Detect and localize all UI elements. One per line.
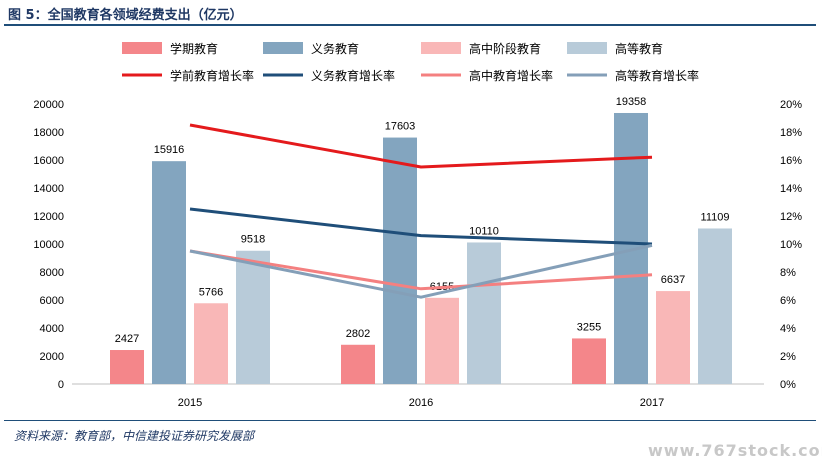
bar — [467, 242, 501, 384]
bar — [698, 228, 732, 384]
y2-tick-label: 6% — [780, 295, 796, 307]
y2-tick-label: 4% — [780, 323, 796, 335]
growth-line — [189, 123, 653, 169]
footer-rule — [4, 420, 816, 421]
y-tick-label: 10000 — [33, 239, 64, 251]
title-rule — [4, 24, 816, 26]
bar — [236, 250, 270, 384]
y2-tick-label: 20% — [780, 99, 802, 111]
y-tick-label: 20000 — [33, 99, 64, 111]
growth-line — [189, 243, 653, 299]
legend-label: 义务教育增长率 — [311, 68, 395, 83]
y-tick-label: 14000 — [33, 183, 64, 195]
y2-tick-label: 18% — [780, 127, 802, 139]
legend-label: 高等教育 — [615, 41, 663, 56]
y-tick-label: 12000 — [33, 211, 64, 223]
x-tick-label: 2017 — [640, 397, 664, 409]
bar-value-label: 3255 — [577, 321, 601, 333]
bar-value-label: 15916 — [154, 144, 185, 156]
y-tick-label: 0 — [58, 379, 64, 391]
bar-value-label: 17603 — [385, 121, 416, 133]
watermark: www.767stock.com — [648, 441, 822, 460]
bar — [341, 344, 375, 384]
legend-label: 高中教育增长率 — [469, 68, 553, 83]
bar-value-label: 19358 — [616, 96, 647, 108]
y2-tick-label: 10% — [780, 239, 802, 251]
bar — [383, 137, 417, 384]
y2-tick-label: 2% — [780, 351, 796, 363]
legend-swatch — [421, 42, 461, 54]
legend-swatch — [263, 42, 303, 54]
y-tick-label: 4000 — [40, 323, 64, 335]
growth-line — [189, 249, 653, 291]
growth-line — [189, 207, 653, 246]
y2-tick-label: 0% — [780, 379, 796, 391]
bar-value-label: 11109 — [701, 211, 730, 223]
y-tick-label: 16000 — [33, 155, 64, 167]
legend-swatch — [567, 42, 607, 54]
bar — [572, 338, 606, 384]
legend-label: 高等教育增长率 — [615, 68, 699, 83]
bar-value-label: 10110 — [469, 225, 499, 237]
legend-swatch — [122, 42, 162, 54]
y2-tick-label: 8% — [780, 267, 796, 279]
bar-value-label: 2427 — [115, 333, 139, 345]
y2-tick-label: 16% — [780, 155, 802, 167]
bar — [152, 161, 186, 384]
y-tick-label: 8000 — [40, 267, 64, 279]
legend-label: 义务教育 — [311, 41, 359, 56]
bar — [656, 291, 690, 384]
legend-label: 学期教育 — [170, 41, 218, 56]
bar-value-label: 5766 — [199, 286, 223, 298]
legend-label: 学前教育增长率 — [170, 68, 254, 83]
legend-label: 高中阶段教育 — [469, 41, 541, 56]
x-tick-label: 2016 — [409, 397, 433, 409]
x-tick-label: 2015 — [178, 397, 202, 409]
bar — [110, 350, 144, 384]
bar — [194, 303, 228, 384]
source-note: 资料来源：教育部，中信建投证券研究发展部 — [14, 429, 255, 443]
bar — [425, 297, 459, 384]
bar-value-label: 6637 — [661, 274, 685, 286]
y2-tick-label: 12% — [780, 211, 802, 223]
bar-value-label: 2802 — [346, 328, 370, 340]
y-tick-label: 18000 — [33, 127, 64, 139]
y-tick-label: 2000 — [40, 351, 64, 363]
bar-value-label: 9518 — [241, 234, 265, 246]
y2-tick-label: 14% — [780, 183, 802, 195]
y-tick-label: 6000 — [40, 295, 64, 307]
chart-title: 图 5：全国教育各领域经费支出（亿元） — [8, 8, 243, 23]
